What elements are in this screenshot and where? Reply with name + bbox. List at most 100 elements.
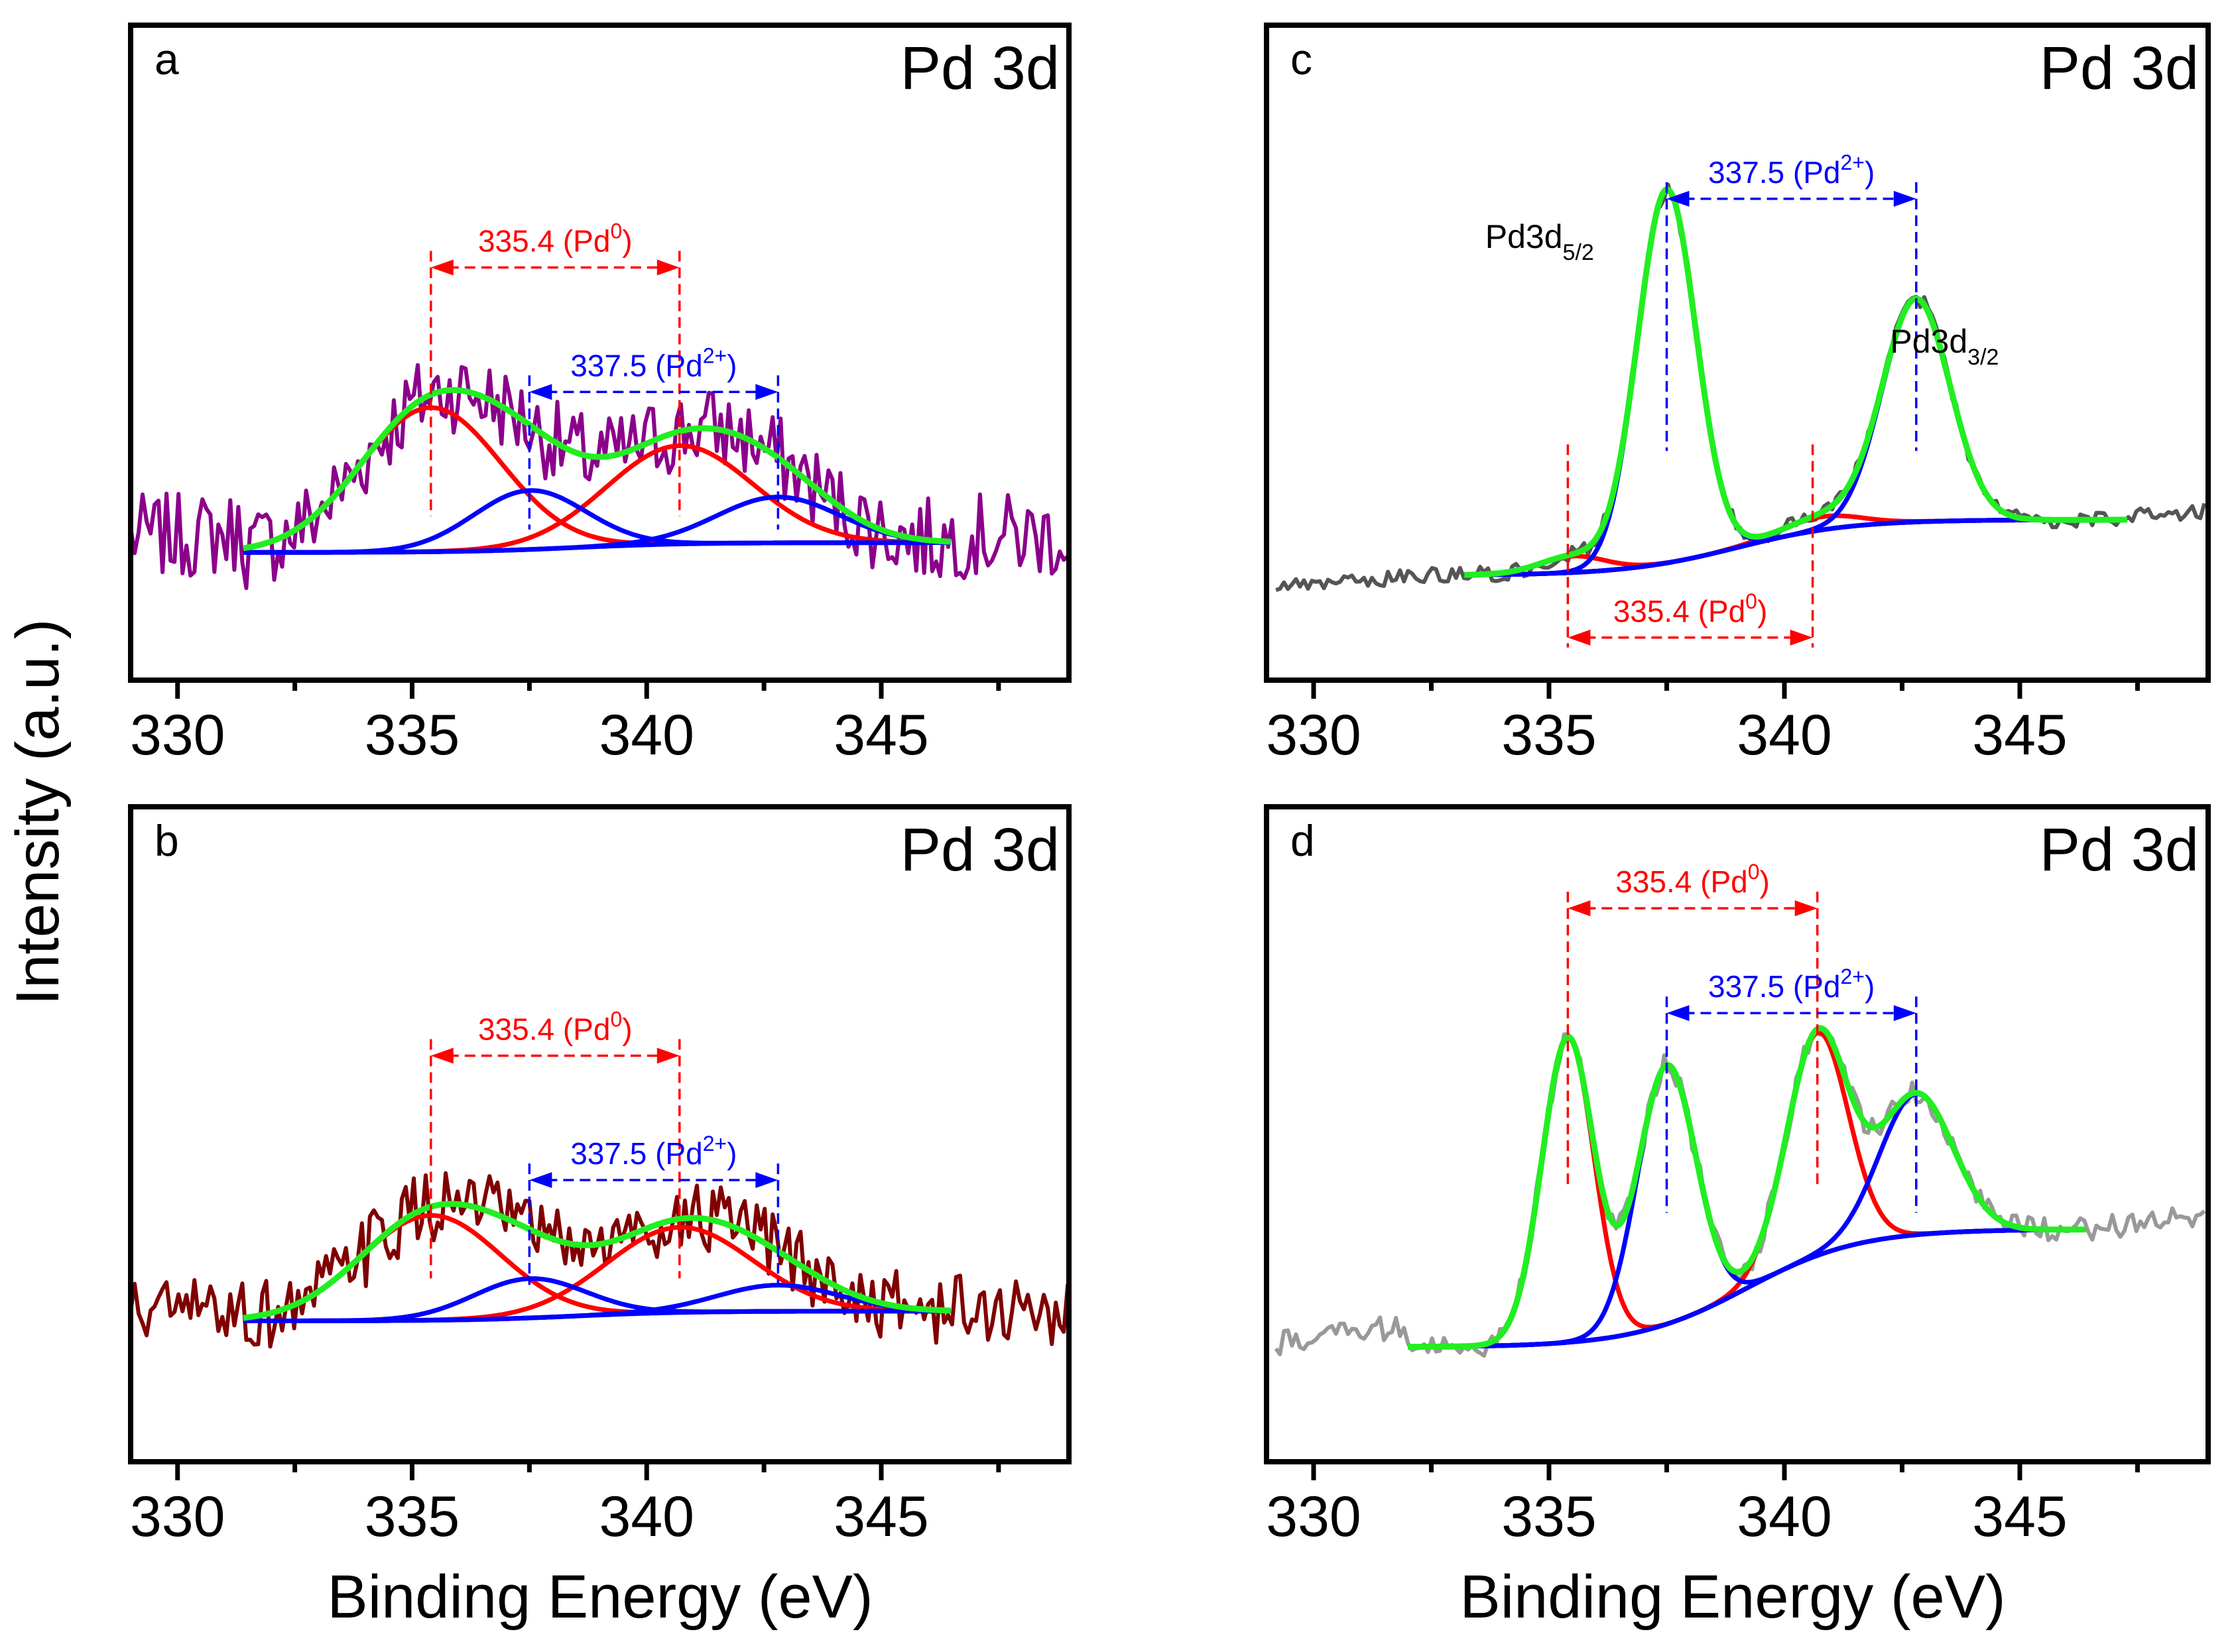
annotation-label-sup: 0 bbox=[610, 219, 622, 243]
annotation-label-main: 337.5 (Pd bbox=[1708, 969, 1840, 1004]
plot-area-b bbox=[131, 1171, 1069, 1349]
annotation-label-suffix: ) bbox=[727, 1136, 737, 1171]
panel-c: 337.5 (Pd2+)335.4 (Pd0)Pd3d5/2Pd3d3/2330… bbox=[1264, 23, 2211, 767]
panel-label-a: a bbox=[155, 34, 179, 84]
raw-spectrum-d bbox=[1274, 1029, 2206, 1358]
x-tick-label-330: 330 bbox=[1266, 1485, 1361, 1549]
panel-title-b: Pd 3d bbox=[900, 816, 1060, 884]
plot-area-c bbox=[1275, 182, 2207, 592]
panel-frame-b bbox=[128, 804, 1072, 1464]
annotation-label: 337.5 (Pd2+) bbox=[1708, 965, 1875, 1004]
x-axis-label-left: Binding Energy (eV) bbox=[327, 1563, 873, 1631]
annotation-arrowhead-right bbox=[755, 1172, 778, 1189]
annotation-arrowhead-left bbox=[1568, 900, 1591, 917]
panel-frame-d bbox=[1264, 804, 2211, 1464]
peak-label-main: Pd3d bbox=[1890, 323, 1967, 360]
annotation-label-sup: 0 bbox=[1748, 860, 1760, 884]
annotation-label-sup: 2+ bbox=[703, 343, 727, 367]
y-axis-label: Intensity (a.u.) bbox=[4, 619, 72, 1006]
peak-label-c-1: Pd3d3/2 bbox=[1890, 323, 1999, 370]
annotation-arrowhead-left bbox=[1568, 629, 1591, 646]
x-tick-label-340: 340 bbox=[1737, 1485, 1832, 1549]
annotation-arrowhead-left bbox=[529, 1172, 552, 1189]
annotation-label: 337.5 (Pd2+) bbox=[570, 343, 737, 383]
annotation-label-main: 335.4 (Pd bbox=[1615, 864, 1747, 899]
annotation-arrowhead-right bbox=[1790, 629, 1813, 646]
panel-title-d: Pd 3d bbox=[2040, 816, 2199, 884]
panel-frame-a bbox=[128, 23, 1072, 683]
x-tick-label-345: 345 bbox=[834, 703, 929, 767]
annotation-label-sup: 2+ bbox=[703, 1132, 727, 1155]
annotation-label-sup: 0 bbox=[1745, 589, 1757, 613]
annotation-b-0: 335.4 (Pd0) bbox=[430, 1007, 681, 1279]
annotation-d-0: 335.4 (Pd0) bbox=[1566, 860, 1819, 1187]
peak-label-sub: 3/2 bbox=[1967, 345, 1999, 370]
fit-component-d-Pd2plus-3 bbox=[1407, 1091, 2086, 1350]
envelope-a bbox=[243, 386, 951, 552]
panel-title-a: Pd 3d bbox=[900, 34, 1060, 102]
envelope-d bbox=[1407, 1025, 2086, 1350]
x-tick-label-345: 345 bbox=[1972, 703, 2068, 767]
annotation-c-1: 335.4 (Pd0) bbox=[1566, 444, 1814, 648]
baseline-a bbox=[243, 540, 951, 555]
annotation-label-suffix: ) bbox=[727, 348, 737, 383]
annotation-label: 335.4 (Pd0) bbox=[478, 1007, 633, 1046]
annotation-label-suffix: ) bbox=[622, 224, 632, 259]
x-tick-label-330: 330 bbox=[1266, 703, 1361, 767]
baseline-c bbox=[1464, 517, 2127, 577]
annotation-label-main: 337.5 (Pd bbox=[570, 1136, 702, 1171]
annotation-label-main: 337.5 (Pd bbox=[1708, 155, 1840, 190]
peak-label-main: Pd3d bbox=[1485, 218, 1563, 255]
annotation-label-main: 337.5 (Pd bbox=[570, 348, 702, 383]
x-tick-label-335: 335 bbox=[1501, 1485, 1597, 1549]
annotation-arrowhead-right bbox=[1893, 1005, 1916, 1022]
panel-title-c: Pd 3d bbox=[2040, 34, 2199, 102]
annotation-label-sup: 0 bbox=[610, 1007, 622, 1031]
fit-component-d-Pd0-0 bbox=[1407, 1035, 2086, 1350]
annotation-label-main: 335.4 (Pd bbox=[478, 224, 610, 259]
annotation-a-0: 335.4 (Pd0) bbox=[430, 219, 681, 516]
annotation-arrowhead-right bbox=[1893, 190, 1916, 207]
plot-area-d bbox=[1274, 1025, 2206, 1358]
envelope-c bbox=[1464, 186, 2127, 578]
annotation-label: 337.5 (Pd2+) bbox=[570, 1132, 737, 1171]
annotation-label-main: 335.4 (Pd bbox=[478, 1012, 610, 1046]
panel-label-b: b bbox=[155, 816, 179, 865]
annotation-arrowhead-left bbox=[1666, 1005, 1690, 1022]
annotation-arrowhead-left bbox=[1666, 190, 1690, 207]
annotation-label-suffix: ) bbox=[1865, 155, 1875, 190]
x-tick-label-335: 335 bbox=[365, 1485, 460, 1549]
annotation-label-suffix: ) bbox=[622, 1012, 632, 1046]
x-tick-label-330: 330 bbox=[130, 1485, 225, 1549]
annotation-label: 335.4 (Pd0) bbox=[478, 219, 633, 259]
raw-spectrum-a bbox=[131, 363, 1069, 591]
annotation-arrowhead-left bbox=[430, 1047, 454, 1064]
annotation-label: 335.4 (Pd0) bbox=[1613, 589, 1768, 628]
annotation-label-main: 335.4 (Pd bbox=[1613, 594, 1745, 628]
x-tick-label-345: 345 bbox=[1972, 1485, 2068, 1549]
panel-label-d: d bbox=[1290, 816, 1315, 865]
annotation-d-1: 337.5 (Pd2+) bbox=[1665, 965, 1918, 1213]
annotation-arrowhead-right bbox=[1794, 900, 1818, 917]
x-tick-label-340: 340 bbox=[1737, 703, 1832, 767]
panel-label-c: c bbox=[1290, 34, 1312, 84]
annotation-b-1: 337.5 (Pd2+) bbox=[528, 1132, 780, 1285]
x-tick-label-330: 330 bbox=[130, 703, 225, 767]
baseline-b bbox=[243, 1309, 951, 1323]
x-tick-label-335: 335 bbox=[365, 703, 460, 767]
annotation-label-suffix: ) bbox=[1757, 594, 1767, 628]
fit-component-c-Pd0-0 bbox=[1464, 517, 2127, 577]
annotation-label: 335.4 (Pd0) bbox=[1615, 860, 1770, 899]
x-axis-label-right: Binding Energy (eV) bbox=[1459, 1563, 2005, 1631]
x-tick-label-335: 335 bbox=[1501, 703, 1597, 767]
x-tick-label-340: 340 bbox=[599, 703, 695, 767]
panel-frame-c bbox=[1264, 23, 2211, 683]
peak-label-sub: 5/2 bbox=[1563, 240, 1594, 265]
baseline-d bbox=[1407, 1227, 2086, 1350]
annotation-arrowhead-right bbox=[656, 1047, 680, 1064]
annotation-label-suffix: ) bbox=[1865, 969, 1875, 1004]
